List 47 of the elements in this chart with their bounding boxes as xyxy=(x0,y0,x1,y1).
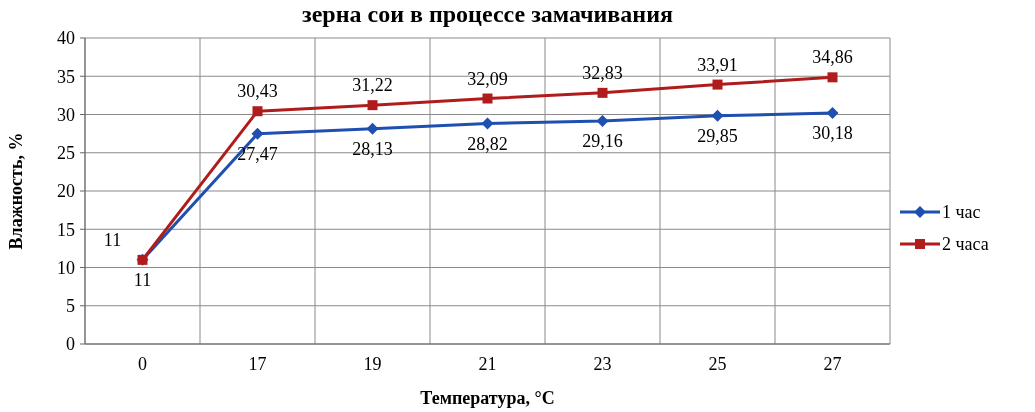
point xyxy=(712,79,723,90)
y-tick-label: 15 xyxy=(57,219,75,240)
x-tick-label: 19 xyxy=(363,354,382,374)
data-label: 28,82 xyxy=(467,133,508,154)
data-label: 27,47 xyxy=(237,143,278,164)
data-label: 32,83 xyxy=(582,62,623,83)
y-tick-label: 40 xyxy=(57,28,75,49)
y-tick-label: 35 xyxy=(57,66,75,87)
y-tick-label: 25 xyxy=(57,143,75,164)
legend-label: 2 часа xyxy=(942,234,989,255)
point xyxy=(481,117,494,130)
y-tick-label: 10 xyxy=(57,257,75,278)
point xyxy=(597,87,608,98)
data-label: 31,22 xyxy=(352,75,393,96)
legend-label: 1 час xyxy=(942,202,981,223)
chart-title: зерна сои в процессе замачивания xyxy=(302,1,673,27)
point xyxy=(366,122,379,135)
point xyxy=(252,106,263,117)
y-axis-title: Влажность, % xyxy=(6,132,26,250)
x-tick-label: 23 xyxy=(593,354,612,374)
data-label: 29,16 xyxy=(582,130,623,151)
data-label: 29,85 xyxy=(697,125,738,146)
x-tick-label: 25 xyxy=(708,354,727,374)
x-axis-title: Температура, °C xyxy=(420,388,555,408)
point xyxy=(827,72,838,83)
point xyxy=(826,107,839,120)
y-tick-label: 20 xyxy=(57,181,75,202)
data-label: 28,13 xyxy=(352,138,393,159)
point xyxy=(367,100,378,111)
x-tick-label: 17 xyxy=(248,354,267,374)
point xyxy=(251,127,264,140)
y-tick-label: 5 xyxy=(66,296,75,317)
data-label: 11 xyxy=(133,269,152,290)
data-label: 33,91 xyxy=(697,54,738,75)
data-label: 32,09 xyxy=(467,68,508,89)
point xyxy=(711,109,724,122)
data-label: 34,86 xyxy=(812,47,853,68)
x-tick-label: 0 xyxy=(138,354,147,374)
data-label: 11 xyxy=(103,229,122,250)
data-label: 30,43 xyxy=(237,81,278,102)
data-label: 30,18 xyxy=(812,123,853,144)
x-tick-label: 27 xyxy=(823,354,842,374)
y-tick-label: 30 xyxy=(57,104,75,125)
y-tick-label: 0 xyxy=(66,334,75,355)
point xyxy=(596,114,609,127)
point xyxy=(482,93,493,104)
x-tick-label: 21 xyxy=(478,354,497,374)
